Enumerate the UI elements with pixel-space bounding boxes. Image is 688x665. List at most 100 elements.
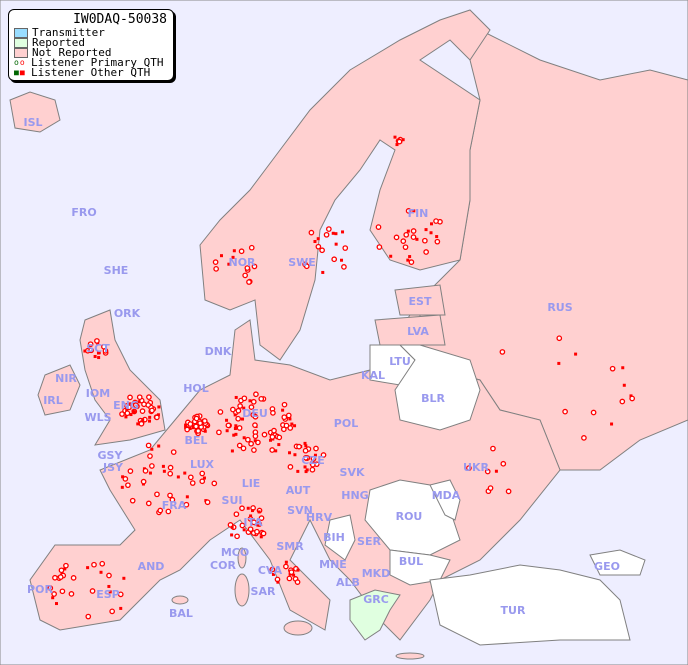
listener-other-marker	[161, 464, 165, 468]
listener-primary-marker	[189, 480, 196, 486]
listener-primary-marker	[145, 500, 152, 507]
listener-other-marker	[148, 471, 152, 475]
listener-primary-marker	[142, 468, 149, 474]
country-label-por: POR	[27, 583, 53, 596]
listener-other-marker	[203, 429, 207, 433]
legend-title: IW0DAQ-50038	[73, 12, 167, 27]
listener-other-marker	[185, 495, 189, 499]
listener-primary-marker	[562, 408, 568, 415]
listener-other-marker	[277, 443, 281, 447]
listener-other-marker	[494, 469, 498, 473]
listener-primary-marker	[326, 226, 332, 232]
country-label-mco: MCO	[221, 546, 249, 559]
listener-other-marker	[341, 230, 345, 234]
listener-other-marker	[230, 525, 234, 529]
listener-primary-marker	[505, 488, 512, 495]
listener-primary-marker	[250, 398, 257, 405]
listener-other-marker	[401, 138, 405, 142]
country-label-fro: FRO	[71, 206, 96, 219]
listener-primary-marker	[396, 138, 403, 145]
listener-other-marker	[232, 433, 236, 437]
listener-other-marker	[271, 572, 275, 576]
listener-primary-marker	[217, 409, 224, 415]
listener-primary-marker	[400, 238, 407, 244]
listener-other-marker	[268, 438, 272, 442]
legend-reported: Reported	[9, 37, 173, 48]
legend-other-qth: ■■ Listener Other QTH	[9, 67, 173, 78]
listener-other-marker	[296, 469, 300, 473]
listener-primary-marker	[342, 245, 349, 251]
listener-primary-marker	[167, 492, 173, 499]
listener-primary-marker	[89, 588, 96, 594]
listener-primary-marker	[269, 566, 276, 573]
listener-primary-marker	[434, 238, 441, 245]
transmitter-swatch	[14, 28, 28, 38]
listener-other-marker	[119, 606, 123, 610]
listener-primary-marker	[230, 406, 236, 413]
listener-primary-marker	[556, 335, 563, 342]
listener-other-marker	[233, 427, 237, 431]
listener-primary-marker	[197, 420, 203, 427]
country-label-grc: GRC	[363, 593, 389, 606]
listener-primary-marker	[167, 470, 174, 477]
country-label-sct: SCT	[86, 342, 110, 355]
country-label-swe: SWE	[288, 256, 316, 269]
listener-primary-marker	[302, 447, 309, 454]
listener-primary-marker	[234, 533, 240, 540]
listener-other-marker	[234, 395, 238, 399]
listener-primary-marker	[213, 266, 219, 272]
listener-other-marker	[256, 523, 260, 527]
listener-primary-marker	[294, 579, 301, 585]
listener-other-marker	[389, 254, 393, 258]
listener-primary-marker	[136, 394, 143, 401]
listener-other-marker	[406, 258, 410, 262]
listener-other-marker	[96, 351, 100, 355]
listener-primary-marker	[629, 395, 636, 402]
country-label-svn: SVN	[287, 504, 313, 517]
legend-label: Transmitter	[32, 26, 105, 39]
listener-primary-marker	[408, 259, 415, 265]
listener-primary-marker	[169, 496, 176, 503]
listener-other-marker	[141, 418, 145, 422]
listener-other-marker	[125, 408, 129, 412]
listener-other-marker	[304, 470, 308, 474]
country-label-gsy: GSY	[98, 449, 124, 462]
listener-other-marker	[316, 237, 320, 241]
listener-primary-marker	[154, 414, 160, 421]
listener-other-marker	[234, 424, 238, 428]
listener-primary-marker	[139, 408, 146, 414]
country-label-rus: RUS	[547, 301, 572, 314]
listener-primary-marker	[165, 508, 172, 515]
crete	[395, 652, 425, 660]
country-label-ltu: LTU	[389, 355, 411, 368]
listener-primary-marker	[260, 530, 267, 537]
listener-other-marker	[108, 590, 112, 594]
listener-primary-marker	[127, 394, 133, 401]
country-label-lux: LUX	[190, 458, 215, 471]
listener-primary-marker	[433, 218, 439, 224]
listener-primary-marker	[609, 365, 616, 372]
listener-other-marker	[230, 449, 234, 453]
listener-primary-marker	[211, 480, 218, 487]
listener-primary-marker	[319, 247, 325, 254]
listener-primary-marker	[167, 464, 174, 471]
listener-primary-marker	[247, 516, 254, 522]
listener-primary-marker	[315, 243, 322, 250]
iceland	[9, 91, 61, 133]
listener-primary-marker	[252, 413, 259, 420]
listener-primary-marker	[187, 421, 194, 427]
listener-primary-marker	[341, 264, 347, 270]
listener-primary-marker	[244, 265, 251, 271]
listener-primary-marker	[302, 454, 309, 461]
listener-other-marker	[232, 249, 236, 253]
listener-primary-marker	[216, 429, 222, 436]
listener-other-marker	[191, 426, 195, 430]
listener-primary-marker	[376, 244, 383, 250]
listener-primary-marker	[590, 409, 597, 416]
country-label-wls: WLS	[84, 411, 111, 424]
listener-other-marker	[54, 602, 58, 606]
listener-primary-marker	[466, 465, 472, 471]
listener-primary-marker	[422, 237, 428, 244]
country-label-alb: ALB	[336, 576, 360, 589]
listener-primary-marker	[240, 445, 247, 452]
